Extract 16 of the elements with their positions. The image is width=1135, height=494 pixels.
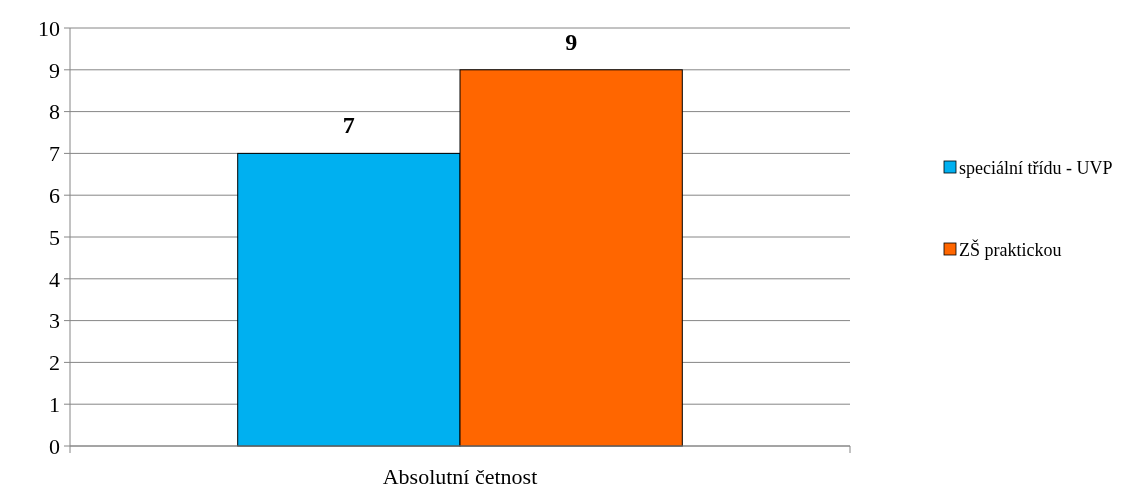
data-label: 9 [565, 28, 578, 55]
y-tick-label: 2 [49, 350, 60, 376]
y-tick-label: 10 [38, 15, 60, 41]
y-tick-label: 8 [49, 99, 60, 125]
y-tick-label: 1 [49, 391, 60, 417]
y-tick-label: 5 [49, 224, 60, 250]
y-tick-label: 3 [49, 308, 60, 334]
legend-label: ZŠ praktickou [959, 239, 1062, 261]
data-label: 7 [342, 112, 355, 139]
y-tick-label: 0 [49, 433, 60, 459]
legend-label: speciální třídu - UVP [959, 158, 1113, 179]
x-tick-label: Absolutní četnost [382, 464, 538, 489]
y-tick-label: 4 [49, 266, 60, 292]
y-tick-label: 6 [49, 182, 60, 208]
y-tick-label: 7 [49, 141, 60, 167]
y-tick-label: 9 [49, 57, 60, 83]
